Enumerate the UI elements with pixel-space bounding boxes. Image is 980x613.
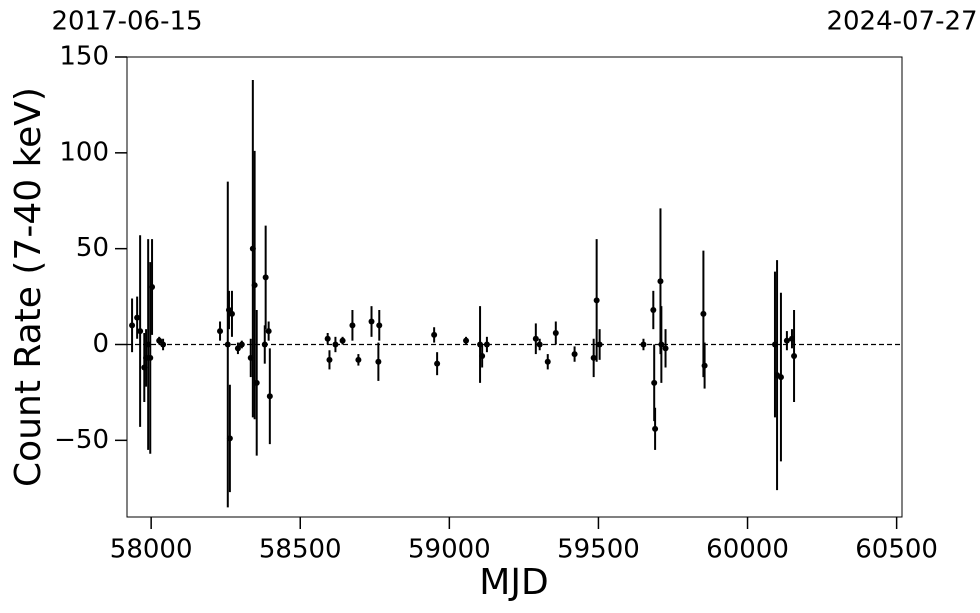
data-point	[339, 337, 346, 344]
data-point	[777, 374, 784, 381]
x-tick-label: 58500	[259, 535, 342, 565]
data-point	[368, 318, 375, 325]
data-point	[156, 337, 163, 344]
data-point	[590, 354, 597, 361]
x-tick-label: 59500	[557, 535, 640, 565]
y-tick-label: 0	[92, 329, 109, 359]
data-point	[483, 341, 490, 348]
data-point	[137, 328, 144, 335]
data-point	[251, 282, 258, 289]
x-tick-label: 60000	[706, 535, 789, 565]
data-point	[253, 379, 260, 386]
data-point	[652, 425, 659, 432]
y-tick-label: 150	[59, 42, 109, 72]
data-point	[783, 337, 790, 344]
y-axis-label: Count Rate (7-40 keV)	[8, 87, 49, 487]
data-point	[134, 314, 141, 321]
data-point	[431, 331, 438, 338]
top-date-label: 2017-06-15	[51, 7, 202, 37]
data-point	[532, 335, 539, 342]
y-tick-label: 100	[59, 137, 109, 167]
plot-frame	[126, 56, 903, 518]
data-point	[129, 322, 136, 329]
data-point	[463, 337, 470, 344]
data-point	[657, 278, 664, 285]
data-point	[149, 284, 156, 290]
data-point	[355, 356, 362, 363]
data-point	[700, 310, 707, 317]
x-tick-label: 59000	[408, 535, 491, 565]
x-tick-label: 60500	[855, 535, 938, 565]
data-point	[147, 354, 154, 361]
data-point	[238, 341, 245, 348]
data-point	[640, 341, 647, 348]
data-point	[228, 310, 235, 317]
data-point	[544, 358, 551, 365]
data-point	[332, 341, 339, 348]
data-point	[791, 353, 798, 359]
data-point	[226, 435, 233, 442]
data-point	[552, 330, 559, 336]
data-point	[701, 362, 708, 369]
data-point	[349, 322, 356, 329]
data-point	[324, 335, 331, 342]
top-date-label: 2024-07-27	[826, 7, 977, 37]
data-point	[234, 345, 241, 352]
data-point	[375, 358, 382, 365]
data-point	[479, 353, 486, 359]
data-point	[658, 341, 665, 348]
data-point	[224, 341, 231, 348]
x-axis-label: MJD	[479, 562, 548, 603]
data-point	[434, 360, 441, 367]
data-point	[596, 341, 603, 348]
data-point	[326, 356, 333, 363]
data-point	[217, 328, 224, 335]
data-point	[266, 393, 273, 400]
data-point	[662, 345, 669, 352]
data-point	[160, 341, 167, 348]
data-point	[265, 328, 272, 335]
y-tick-label: 50	[76, 233, 109, 263]
y-tick-label: −50	[54, 425, 109, 455]
data-point	[650, 307, 657, 313]
data-point	[376, 322, 383, 329]
x-tick-label: 58000	[110, 535, 193, 565]
data-point	[593, 297, 600, 304]
data-point	[651, 379, 658, 386]
data-point	[262, 274, 269, 281]
data-point	[536, 341, 543, 348]
data-point	[261, 341, 268, 348]
data-point	[571, 351, 578, 358]
